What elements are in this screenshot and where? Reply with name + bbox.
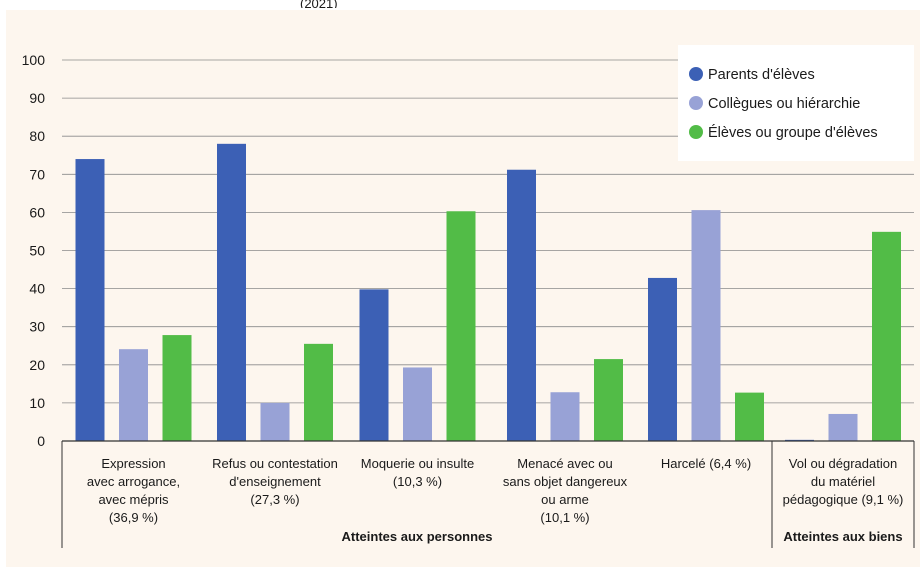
bars xyxy=(75,143,901,441)
legend-box xyxy=(678,45,914,161)
bar-2-cat-6 xyxy=(828,413,858,441)
bar-3-cat-5 xyxy=(735,392,764,441)
bar-1-cat-1 xyxy=(75,159,105,441)
y-tick-label: 40 xyxy=(29,281,45,297)
legend-swatch xyxy=(689,96,703,110)
y-tick-label: 80 xyxy=(29,128,45,144)
y-tick-label: 30 xyxy=(29,319,45,335)
legend-swatch xyxy=(689,125,703,139)
legend-label: Collègues ou hiérarchie xyxy=(708,96,860,112)
group-label: Atteintes aux personnes xyxy=(342,529,493,544)
category-label: Expression avec arrogance, avec mépris (36,… xyxy=(87,456,180,525)
bar-3-cat-6 xyxy=(872,231,901,441)
y-tick-label: 0 xyxy=(37,433,45,449)
bar-3-cat-2 xyxy=(304,343,333,441)
bar-3-cat-3 xyxy=(446,211,476,441)
category-label: Refus ou contestation d'enseignement (27,3… xyxy=(212,456,338,507)
category-label: Harcelé (6,4 %) xyxy=(661,456,751,471)
category-label: Menacé avec ou sans objet dangereux ou arm… xyxy=(503,456,628,525)
legend: Parents d'élèves Collègues ou hiérarchie É… xyxy=(678,45,914,161)
bar-2-cat-4 xyxy=(550,392,580,441)
chart-title-fragment: (2021) xyxy=(300,0,338,8)
bar-1-cat-5 xyxy=(648,277,677,441)
legend-label: Élèves ou groupe d'élèves xyxy=(708,124,878,141)
bar-2-cat-5 xyxy=(691,210,721,441)
legend-swatch xyxy=(689,67,703,81)
bar-3-cat-4 xyxy=(594,359,623,441)
bar-3-cat-1 xyxy=(162,335,192,441)
legend-label: Parents d'élèves xyxy=(708,67,815,83)
bar-2-cat-2 xyxy=(260,402,290,441)
group-labels: Atteintes aux personnes Atteintes aux bie… xyxy=(342,529,903,544)
bar-1-cat-4 xyxy=(507,169,536,441)
y-tick-label: 10 xyxy=(29,395,45,411)
y-tick-label: 60 xyxy=(29,204,45,220)
category-label: Moquerie ou insulte (10,3 %) xyxy=(361,456,474,489)
category-labels: Expression avec arrogance, avec mépris (36,… xyxy=(87,456,903,525)
y-tick-label: 90 xyxy=(29,90,45,106)
bar-2-cat-3 xyxy=(403,367,432,441)
y-tick-label: 50 xyxy=(29,243,45,259)
group-label: Atteintes aux biens xyxy=(783,529,902,544)
bar-1-cat-3 xyxy=(359,289,389,441)
bar-1-cat-2 xyxy=(217,143,246,441)
x-axis xyxy=(61,440,915,548)
y-tick-label: 100 xyxy=(22,52,46,68)
y-axis-ticks: 0 10 20 30 40 50 60 70 80 90 100 xyxy=(22,52,46,449)
y-tick-label: 20 xyxy=(29,357,45,373)
category-label: Vol ou dégradation du matériel pédagogique… xyxy=(783,456,904,507)
bar-2-cat-1 xyxy=(119,349,148,441)
y-tick-label: 70 xyxy=(29,166,45,182)
